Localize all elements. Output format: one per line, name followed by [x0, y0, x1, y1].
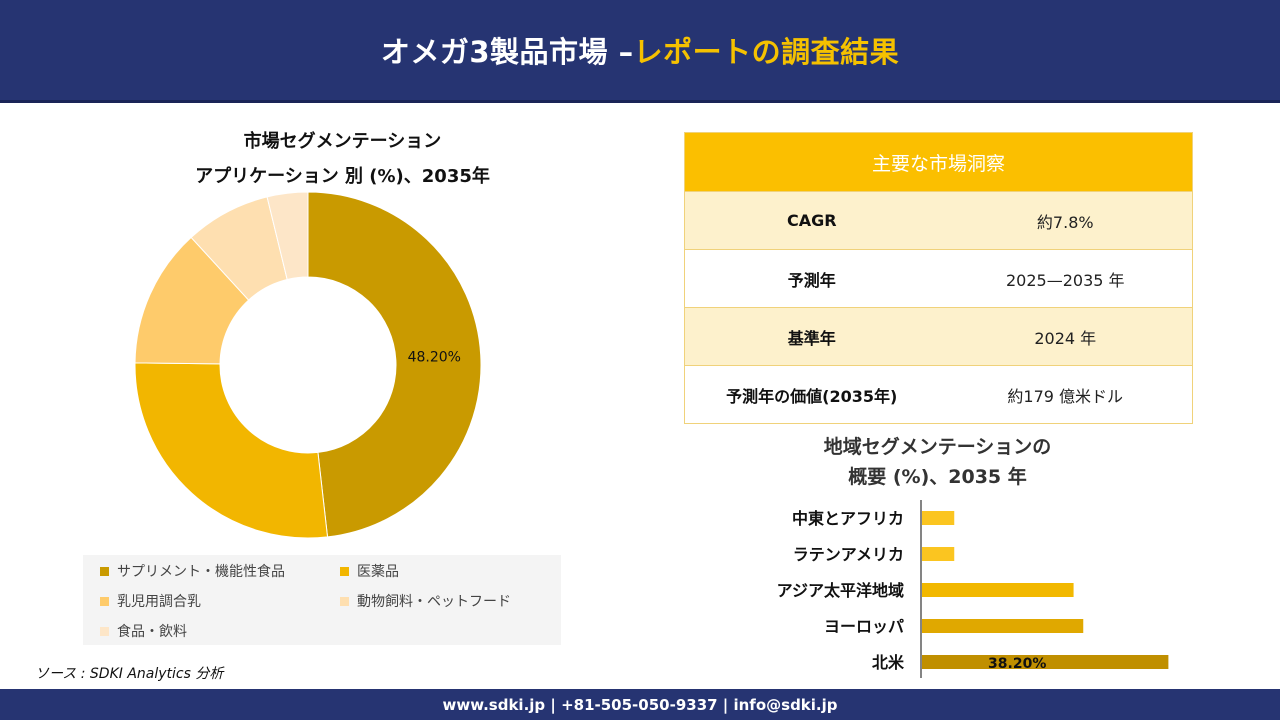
donut-slice [134, 362, 329, 539]
insights-row-forecast-value: 予測年の価値(2035年) 約179 億米ドル [685, 365, 1192, 423]
bar [922, 655, 1169, 669]
market-insights-table: 主要な市場洞察 CAGR 約7.8% 予測年 2025—2035 年 基準年 2… [684, 132, 1193, 424]
region-title-line2: 概要 (%)、2035 年 [848, 466, 1027, 488]
donut-chart-title: 市場セグメンテーション アプリケーション 別 (%)、2035年 [130, 124, 555, 194]
insights-value: 2025—2035 年 [1005, 270, 1125, 290]
legend-label: サプリメント・機能性食品 [117, 564, 285, 580]
donut-slice [307, 191, 482, 538]
legend-item: 医薬品 [340, 561, 399, 581]
legend-swatch [100, 566, 109, 576]
bar-data-label: 38.20% [988, 656, 1046, 672]
insights-value: 2024 年 [1034, 328, 1097, 348]
insights-table-title: 主要な市場洞察 [685, 133, 1192, 191]
insights-value: 約179 億米ドル [1007, 386, 1124, 406]
bar [922, 619, 1084, 633]
insights-label: 予測年 [787, 270, 836, 290]
donut-data-label: 48.20% [408, 350, 461, 366]
legend-swatch [340, 566, 349, 576]
insights-row-cagr: CAGR 約7.8% [685, 191, 1192, 249]
page-title-main: オメガ3製品市場 – [380, 35, 634, 69]
page-title: オメガ3製品市場 –レポートの調査結果 [381, 29, 899, 71]
bar-category-label: ヨーロッパ [824, 617, 904, 636]
footer-contact: www.sdki.jp | +81-505-050-9337 | info@sd… [0, 689, 1280, 720]
bar [922, 547, 955, 561]
insights-value: 約7.8% [1036, 212, 1094, 232]
legend-swatch [340, 596, 349, 606]
legend-swatch [100, 596, 109, 606]
insights-label: 予測年の価値(2035年) [726, 386, 898, 406]
bar-category-label: ラテンアメリカ [793, 545, 904, 564]
insights-row-base-year: 基準年 2024 年 [685, 307, 1192, 365]
region-chart-title: 地域セグメンテーションの 概要 (%)、2035 年 [770, 432, 1105, 492]
page-title-accent: レポートの調査結果 [633, 35, 900, 69]
legend-label: 医薬品 [357, 564, 399, 580]
bar-category-label: 中東とアフリカ [792, 509, 904, 528]
region-title-line1: 地域セグメンテーションの [823, 436, 1052, 458]
legend-label: 動物飼料・ペットフード [357, 594, 511, 610]
legend-swatch [100, 626, 109, 636]
donut-title-line1: 市場セグメンテーション [243, 131, 442, 152]
legend-item: 乳児用調合乳 [100, 591, 201, 611]
bar-category-label: 北米 [872, 653, 905, 672]
legend-label: 食品・飲料 [117, 624, 187, 640]
legend-label: 乳児用調合乳 [117, 594, 201, 610]
legend-item: 食品・飲料 [100, 621, 187, 641]
bar-category-label: アジア太平洋地域 [777, 581, 904, 600]
insights-row-forecast-period: 予測年 2025—2035 年 [685, 249, 1192, 307]
legend-item: サプリメント・機能性食品 [100, 561, 285, 581]
bar [922, 511, 955, 525]
legend-item: 動物飼料・ペットフード [340, 591, 511, 611]
donut-slice [266, 191, 309, 281]
insights-label: 基準年 [787, 328, 836, 348]
donut-legend: サプリメント・機能性食品 医薬品乳児用調合乳 動物飼料・ペットフード食品・飲料 [83, 555, 561, 645]
source-note: ソース : SDKI Analytics 分析 [35, 666, 224, 682]
insights-label: CAGR [786, 211, 837, 230]
application-donut-chart: 48.20% [134, 191, 482, 539]
donut-title-line2: アプリケーション 別 (%)、2035年 [195, 166, 490, 187]
bar [922, 583, 1074, 597]
header-banner: オメガ3製品市場 –レポートの調査結果 [0, 0, 1280, 103]
